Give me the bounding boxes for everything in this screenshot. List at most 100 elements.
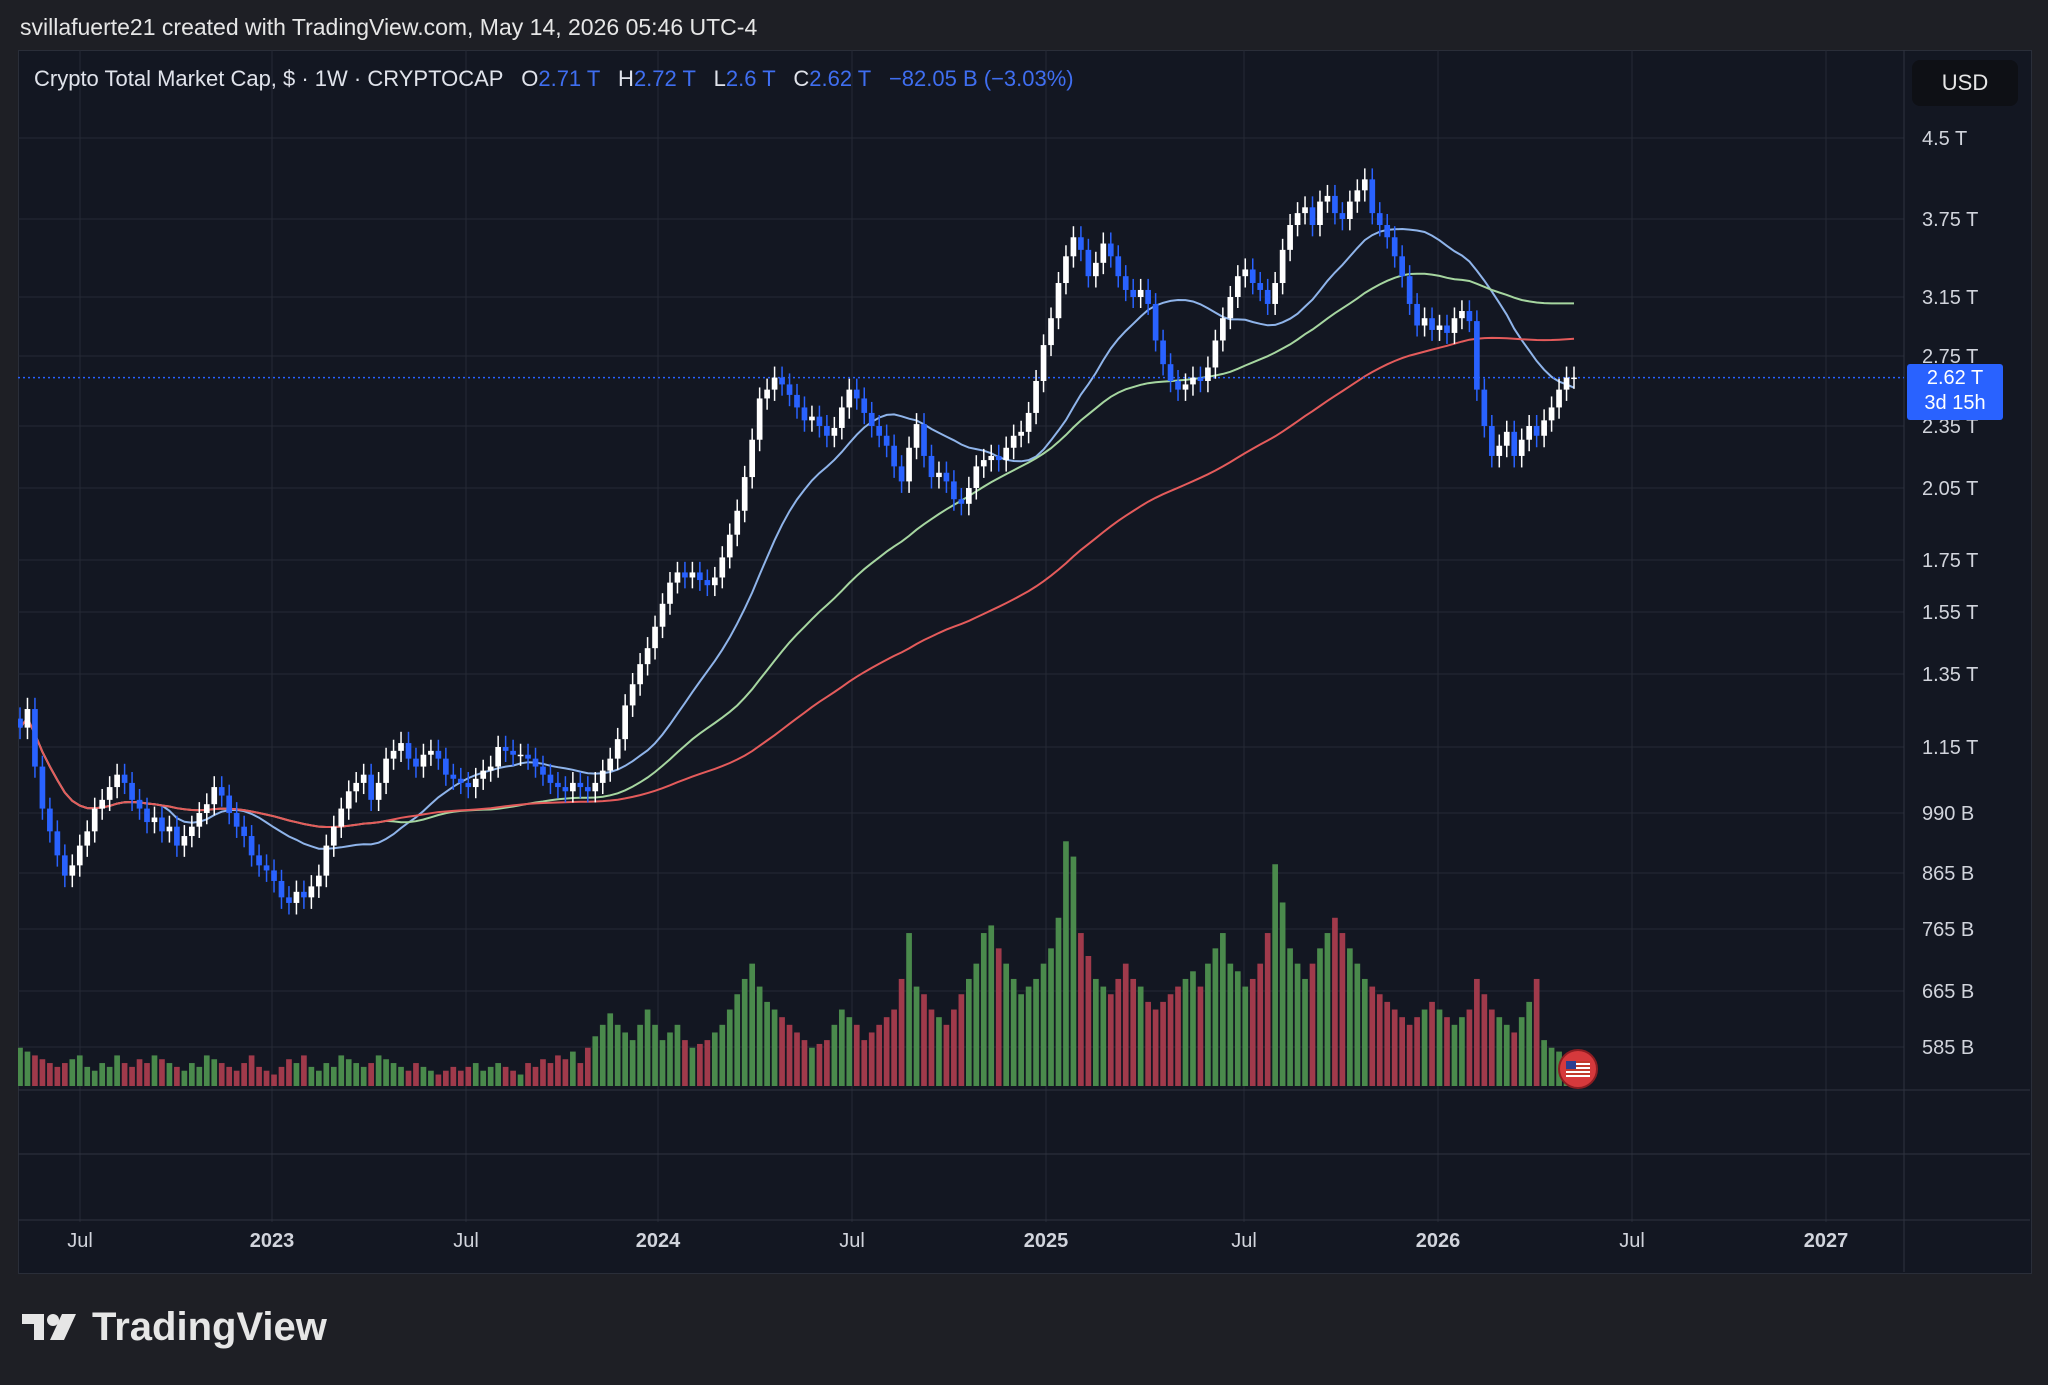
candle-body: [622, 705, 629, 740]
candle-body: [99, 799, 106, 809]
currency-button[interactable]: USD: [1912, 60, 2018, 106]
volume-bar: [838, 1009, 845, 1086]
candle-body: [159, 817, 165, 832]
volume-bar: [689, 1047, 696, 1086]
volume-bar: [1249, 978, 1256, 1086]
volume-bar: [1085, 956, 1092, 1086]
symbol-label: Crypto Total Market Cap, $ · 1W · CRYPTO…: [34, 66, 504, 91]
candle: [980, 448, 987, 478]
moving-averages: [18, 227, 1904, 850]
candle: [786, 373, 793, 407]
candle: [1145, 278, 1151, 315]
time-axis-label: 2027: [1804, 1230, 1849, 1252]
time-axis-label: Jul: [67, 1230, 93, 1252]
candle-body: [218, 787, 225, 796]
candle: [233, 802, 240, 838]
volume-bar: [1384, 1001, 1391, 1086]
candle: [614, 727, 621, 770]
volume-bar: [1533, 978, 1540, 1086]
volume-bar: [360, 1066, 367, 1086]
candle: [1003, 436, 1010, 472]
candle: [936, 461, 942, 489]
volume-bar: [345, 1059, 352, 1086]
candle-body: [136, 799, 143, 809]
candle-body: [749, 439, 756, 478]
volume-bar: [614, 1024, 621, 1086]
candle-body: [1317, 201, 1323, 226]
candle-body: [629, 684, 636, 706]
price-chart[interactable]: 4.5 T 3.75 T 3.15 T 2.75 T 2.35 T 2.05 T 1.75 …: [18, 50, 2030, 1272]
candle: [1384, 213, 1391, 249]
candle-body: [121, 774, 128, 783]
open-label: O: [521, 66, 539, 91]
volume-bar: [1190, 971, 1196, 1086]
volume-bar: [525, 1063, 531, 1086]
candle-body: [995, 455, 1002, 461]
price-axis-label: 3.75 T: [1922, 209, 1978, 231]
candle-body: [390, 750, 397, 759]
candle: [271, 859, 277, 893]
open-value: 2.71 T: [538, 66, 600, 91]
volume-bar: [413, 1063, 419, 1086]
volume-bar: [547, 1063, 554, 1086]
candle: [704, 569, 711, 597]
candle-body: [375, 782, 382, 800]
candle-body: [779, 377, 785, 385]
volume-bar: [1444, 1017, 1450, 1086]
candle: [913, 413, 920, 460]
candle-body: [816, 416, 823, 426]
candle: [1459, 300, 1465, 330]
candle: [1212, 329, 1219, 379]
candle: [1175, 369, 1181, 401]
tradingview-logo[interactable]: TradingView: [22, 1305, 327, 1350]
candle-body: [24, 709, 31, 728]
candle-body: [1115, 256, 1122, 277]
candle: [375, 772, 382, 812]
volume-bar: [188, 1063, 195, 1086]
volume-bar: [1474, 978, 1480, 1086]
volume-bar: [824, 1040, 830, 1086]
change-value: −82.05 B (−3.03%): [888, 66, 1074, 91]
candle-body: [868, 412, 875, 426]
volume-bar: [1391, 1009, 1398, 1086]
candle: [323, 834, 330, 888]
candle: [1399, 245, 1406, 288]
volume-bar: [943, 1024, 950, 1086]
candle: [159, 806, 165, 843]
candle-body: [921, 424, 927, 456]
candle: [256, 844, 262, 877]
volume-bar: [338, 1055, 345, 1086]
candle-body: [1354, 190, 1361, 202]
candle: [1063, 245, 1069, 295]
close-value: 2.62 T: [809, 66, 871, 91]
volume-bar: [704, 1040, 711, 1086]
candle: [308, 875, 315, 909]
price-axis: 4.5 T 3.75 T 3.15 T 2.75 T 2.35 T 2.05 T 1.75 …: [1922, 128, 1978, 1059]
volume-bar: [495, 1063, 501, 1086]
volume-bar: [876, 1024, 883, 1086]
candle: [1526, 415, 1533, 452]
volume-bar: [1466, 1009, 1473, 1086]
candle: [644, 637, 651, 676]
candle-body: [1466, 311, 1473, 322]
candle: [1249, 258, 1256, 295]
candle: [278, 869, 285, 909]
candle: [1556, 378, 1562, 419]
volume-bar: [1354, 963, 1361, 1086]
candle: [846, 378, 853, 419]
candle-body: [1503, 431, 1510, 446]
volume-bar: [1003, 963, 1010, 1086]
volume-bar: [76, 1055, 83, 1086]
candle-body: [1257, 283, 1264, 290]
candle: [203, 793, 210, 825]
candle-body: [1078, 237, 1084, 250]
candle: [1563, 366, 1570, 401]
candle-body: [973, 466, 980, 488]
candle-body: [1205, 367, 1211, 381]
candle-body: [1197, 377, 1204, 381]
candle: [607, 747, 614, 782]
volume-bar: [1488, 1009, 1495, 1086]
candle: [1451, 307, 1458, 344]
candle-body: [577, 782, 584, 788]
us-flag-icon[interactable]: [1558, 1049, 1598, 1089]
